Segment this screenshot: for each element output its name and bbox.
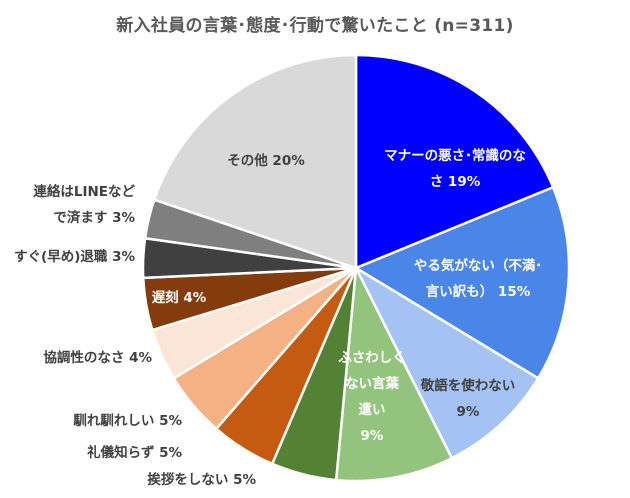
slice-label-1-line-1: 言い訳も） 15% — [426, 283, 531, 300]
pie-slice-11 — [153, 53, 358, 270]
slice-label-2-line-1: 9% — [457, 404, 480, 420]
slice-label-6: 馴れ馴れしい 5% — [73, 413, 182, 429]
slice-label-11: その他 20% — [227, 152, 305, 169]
slice-label-0-line-0: マナーの悪さ･常識のな — [384, 147, 526, 164]
slice-label-10-line-1: で済ます 3% — [53, 209, 135, 226]
slice-label-7: 協調性のなさ 4% — [43, 349, 152, 366]
slice-label-3-line-3: 9% — [361, 428, 384, 444]
slice-label-3-line-1: ない言葉 — [345, 375, 399, 392]
chart-title: 新入社員の言葉･態度･行動で驚いたこと (n=311) — [116, 16, 514, 36]
slice-label-4: 挨拶をしない 5% — [147, 471, 256, 488]
slice-label-0-line-1: さ 19% — [430, 174, 481, 190]
slice-label-10-line-0: 連絡はLINEなど — [33, 183, 135, 200]
pie-slice-1 — [354, 186, 571, 380]
slice-label-1-line-0: やる気がない（不満･ — [414, 257, 542, 274]
slice-label-8: 遅刻 4% — [152, 289, 207, 306]
slice-label-3-line-2: 遣い — [359, 401, 386, 418]
slice-label-2-line-0: 敬語を使わない — [420, 377, 516, 394]
slice-label-9: すぐ(早め)退職 3% — [14, 248, 135, 265]
pie-slice-2 — [354, 266, 540, 460]
slice-label-3-line-0: ふさわしく — [338, 350, 406, 366]
slice-label-5: 礼儀知らず 5% — [87, 444, 182, 461]
pie-slice-3 — [334, 266, 454, 483]
pie-slice-0 — [354, 53, 555, 270]
